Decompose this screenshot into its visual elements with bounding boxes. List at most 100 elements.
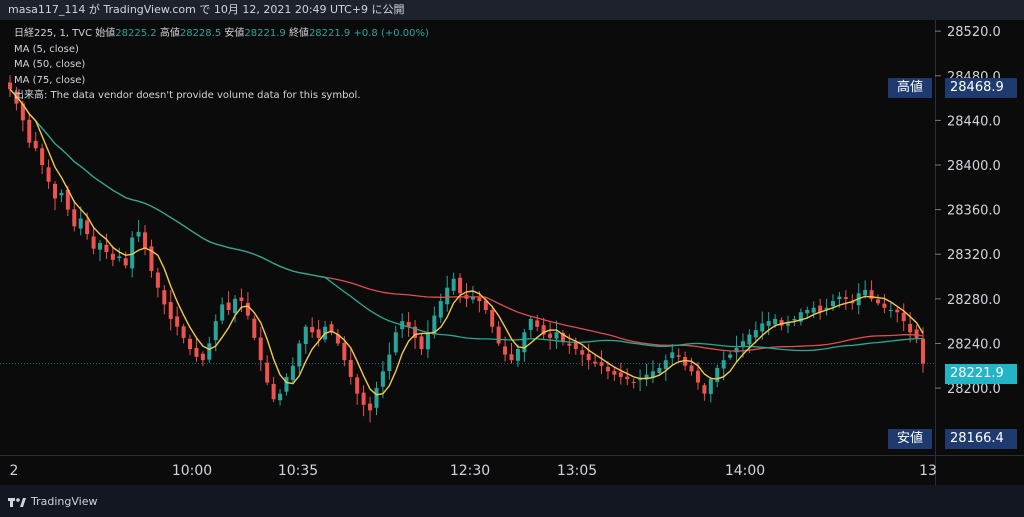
candle-body-90	[586, 353, 591, 361]
candle-body-47	[310, 327, 315, 333]
candle-body-110	[715, 368, 720, 382]
last-price-tag: 28221.9	[945, 364, 1017, 384]
candle-body-14	[98, 243, 103, 250]
candle-body-98	[638, 379, 643, 381]
candle-body-1	[14, 91, 19, 104]
footer	[0, 485, 1024, 517]
candle-body-45	[297, 343, 302, 367]
candle-body-62	[406, 321, 411, 327]
candle-body-41	[271, 383, 276, 400]
candle-body-35	[233, 298, 238, 314]
candle-body-113	[734, 347, 739, 353]
candle-body-135	[875, 299, 880, 304]
candle-body-59	[387, 354, 392, 372]
candle-body-138	[895, 309, 900, 313]
candle-body-40	[265, 362, 270, 383]
ma50-label[interactable]: MA (50, close)	[14, 59, 86, 70]
candle-body-126	[818, 305, 823, 313]
candle-body-52	[342, 342, 347, 361]
candle-body-127	[824, 307, 829, 310]
brand[interactable]: TradingView	[8, 495, 97, 508]
candle-body-105	[683, 356, 688, 366]
candle-body-8	[59, 192, 64, 196]
candle-body-120	[779, 320, 784, 326]
candle-body-102	[663, 360, 668, 369]
axis-corner	[935, 455, 1024, 486]
candle-body-2	[20, 103, 25, 121]
candle-body-53	[348, 359, 353, 377]
candle-body-54	[355, 377, 360, 394]
candle-body-107	[695, 370, 700, 383]
ohlc-line: 日経225, 1, TVC 始値28225.2 高値28228.5 安値2822…	[14, 26, 429, 42]
candle-body-69	[451, 278, 456, 291]
candle-body-103	[670, 352, 675, 359]
low-label: 安値	[224, 28, 245, 39]
candle-body-117	[760, 323, 765, 332]
candle-body-91	[593, 361, 598, 364]
candle-body-16	[110, 253, 115, 260]
candle-body-48	[316, 329, 321, 338]
time-axis[interactable]	[0, 455, 935, 486]
candle-body-109	[708, 379, 713, 394]
chart-legend: 日経225, 1, TVC 始値28225.2 高値28228.5 安値2822…	[14, 26, 429, 104]
candle-body-25	[168, 302, 173, 319]
candle-body-134	[869, 290, 874, 299]
candle-body-112	[728, 354, 733, 358]
volume-note: 出来高: The data vendor doesn't provide vol…	[14, 90, 361, 101]
candle-body-75	[490, 310, 495, 327]
candle-body-87	[567, 343, 572, 346]
candle-body-111	[721, 360, 726, 369]
candle-body-4	[33, 140, 38, 149]
ma5-label[interactable]: MA (5, close)	[14, 43, 79, 55]
ma75-label[interactable]: MA (75, close)	[14, 74, 86, 86]
plot-area[interactable]	[0, 20, 935, 455]
candle-body-101	[657, 368, 662, 374]
candle-body-42	[278, 393, 283, 401]
candle-body-81	[528, 318, 533, 330]
candle-body-34	[226, 302, 231, 310]
candle-body-92	[599, 362, 604, 366]
candle-body-93	[605, 366, 610, 372]
candle-body-63	[413, 326, 418, 338]
open-value: 28225.2	[115, 28, 157, 39]
candle-body-28	[188, 338, 193, 350]
candle-body-82	[535, 320, 540, 327]
publish-info: masa117_114 が TradingView.com で 10月 12, …	[8, 3, 405, 16]
candle-body-118	[766, 321, 771, 326]
candle-body-86	[560, 332, 565, 342]
candle-body-115	[747, 334, 752, 345]
candle-body-66	[432, 315, 437, 335]
y-tick-label-6: 28440.0	[947, 114, 1001, 129]
candle-body-65	[425, 332, 430, 350]
candle-body-50	[329, 324, 334, 333]
candle-body-125	[811, 307, 816, 313]
candle-body-5	[40, 148, 45, 165]
candle-body-57	[374, 388, 379, 408]
candle-body-60	[393, 332, 398, 353]
x-tick-label-0: 2	[10, 463, 19, 479]
y-tick-label-2: 28280.0	[947, 293, 1001, 308]
candle-body-139	[901, 312, 906, 322]
candle-body-3	[27, 119, 32, 143]
candle-body-76	[496, 326, 501, 344]
candle-body-78	[509, 354, 514, 361]
change-value: +0.8 (+0.00%)	[353, 28, 429, 39]
candle-body-68	[445, 287, 450, 305]
candle-body-19	[130, 237, 135, 269]
x-tick-label-2: 10:35	[278, 463, 318, 479]
y-tick-label-0: 28200.0	[947, 382, 1001, 397]
candle-body-43	[284, 376, 289, 392]
x-tick-label-1: 10:00	[172, 463, 212, 479]
y-tick-label-4: 28360.0	[947, 204, 1001, 219]
symbol-label[interactable]: 日経225, 1, TVC	[14, 28, 93, 39]
candle-body-58	[380, 371, 385, 387]
candle-body-122	[792, 318, 797, 321]
high-label: 高値	[159, 28, 180, 39]
x-tick-label-6: 13	[919, 463, 937, 479]
candle-body-64	[419, 336, 424, 350]
candle-body-88	[573, 342, 578, 350]
candle-body-44	[290, 365, 295, 381]
low-tag-label: 安値	[888, 429, 932, 449]
candle-body-7	[53, 183, 58, 199]
